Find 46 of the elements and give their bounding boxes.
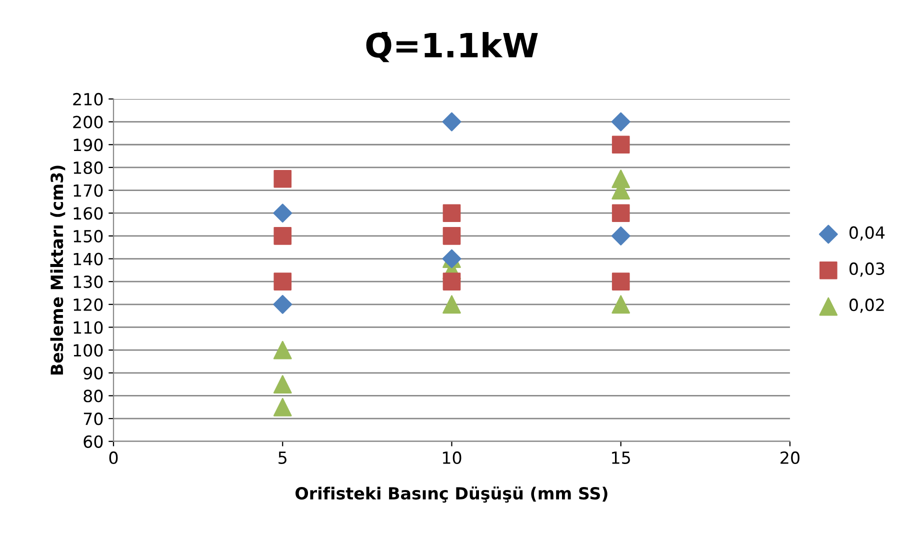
y-tick-label: 100 xyxy=(74,344,103,357)
y-tick-label: 200 xyxy=(73,116,103,128)
y-tick-label: 120 xyxy=(74,298,103,311)
x-tick-label: 10 xyxy=(442,451,462,464)
point xyxy=(273,204,292,223)
point xyxy=(442,295,461,314)
point xyxy=(273,340,292,360)
point xyxy=(612,295,630,314)
point xyxy=(612,136,630,154)
y-tick-label: 110 xyxy=(74,321,103,334)
y-tick-label: 210 xyxy=(73,92,103,106)
point xyxy=(612,272,630,290)
legend-label: 0,02 xyxy=(849,298,884,313)
point xyxy=(442,227,461,245)
legend-label: 0,04 xyxy=(849,226,885,241)
y-tick-label: 140 xyxy=(74,252,103,266)
point xyxy=(273,294,292,314)
point xyxy=(442,112,462,132)
x-tick-label: 0 xyxy=(109,451,118,464)
point xyxy=(273,398,292,416)
y-axis-title: Besleme Miktarı (cm3) xyxy=(50,166,66,375)
x-axis-title: Orifisteki Basınç Düşüşü (mm SS) xyxy=(296,486,608,503)
y-tick-label: 180 xyxy=(74,161,103,174)
y-tick-label: 60 xyxy=(84,435,103,448)
x-tick-label: 15 xyxy=(612,452,630,464)
point xyxy=(274,170,292,188)
point xyxy=(274,227,292,245)
y-tick-label: 70 xyxy=(84,412,103,426)
y-tick-label: 160 xyxy=(74,207,103,220)
point xyxy=(274,272,292,290)
x-tick-label: 20 xyxy=(780,451,800,464)
y-tick-label: 90 xyxy=(84,366,103,380)
y-tick-label: 80 xyxy=(84,390,103,402)
x-tick-label: 5 xyxy=(278,452,286,464)
y-tick-label: 130 xyxy=(74,276,103,288)
legend-label: 0,03 xyxy=(849,262,884,277)
point xyxy=(442,204,461,222)
point xyxy=(442,272,461,290)
chart-title: Q̇=1.1kW xyxy=(366,32,538,62)
point xyxy=(612,204,630,222)
point xyxy=(273,375,292,394)
y-tick-label: 170 xyxy=(74,184,103,197)
point xyxy=(611,226,630,246)
y-tick-label: 190 xyxy=(74,138,103,152)
y-tick-label: 150 xyxy=(74,230,103,243)
point xyxy=(611,112,630,132)
